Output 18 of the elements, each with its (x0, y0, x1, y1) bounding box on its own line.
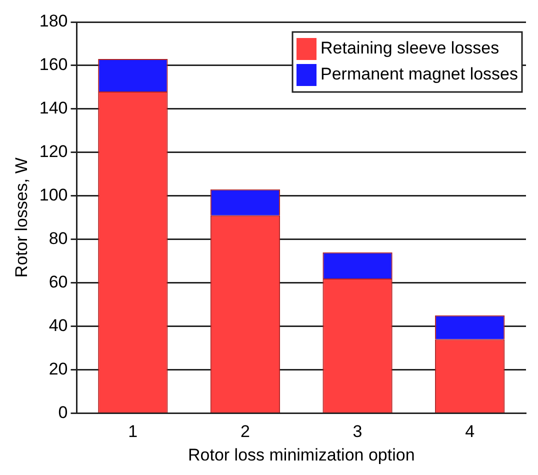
y-tick-label: 180 (39, 12, 68, 31)
y-tick-label: 40 (48, 316, 68, 335)
y-tick-label: 100 (39, 186, 68, 205)
y-tick-label: 0 (58, 402, 68, 422)
y-tick-label: 120 (39, 142, 68, 162)
y-tick-label: 80 (48, 229, 68, 248)
x-tick-label: 1 (128, 422, 138, 442)
y-tick-label: 20 (48, 359, 68, 378)
x-axis-title: Rotor loss minimization option (188, 445, 415, 464)
x-tick-label: 4 (465, 422, 475, 442)
x-tick-label: 3 (352, 422, 362, 442)
legend-label: Permanent magnet losses (320, 64, 518, 84)
y-tick-label: 160 (39, 55, 68, 74)
y-tick-label: 60 (48, 272, 68, 292)
y-tick-label: 140 (39, 98, 68, 118)
x-tick-label: 2 (240, 422, 250, 442)
legend-label: Retaining sleeve losses (320, 38, 500, 58)
y-axis-title: Rotor losses, W (12, 158, 31, 278)
